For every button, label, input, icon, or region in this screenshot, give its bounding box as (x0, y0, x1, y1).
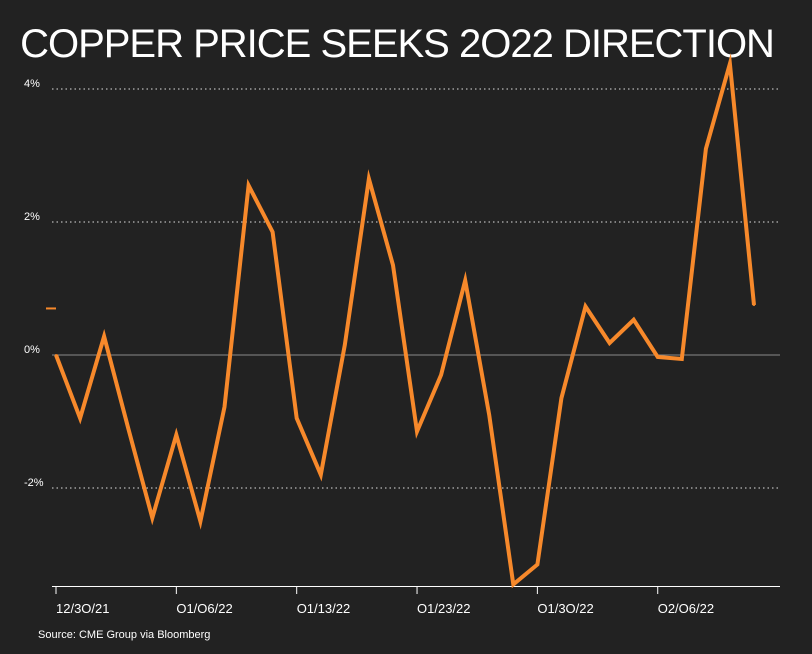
data-point (103, 335, 106, 338)
data-point (704, 147, 707, 150)
y-axis: 4% 2% 0% -2% (24, 78, 44, 489)
data-point (512, 583, 515, 586)
data-point (632, 318, 635, 321)
y-tick-label: -2% (24, 477, 44, 489)
data-point (680, 357, 683, 360)
x-tick-label: O1/13/22 (297, 601, 351, 616)
x-tick-labels: 12/3O/21 O1/O6/22 O1/13/22 O1/23/22 O1/3O/22… (56, 601, 714, 616)
source-note: Source: CME Group via Bloomberg (38, 629, 211, 641)
y-tick-label: 2% (24, 211, 40, 223)
data-point (151, 516, 154, 519)
x-tick-label: O2/O6/22 (658, 601, 714, 616)
y-tick-label: 0% (24, 344, 40, 356)
data-point (536, 563, 539, 566)
data-point (319, 473, 322, 476)
chart-title: COPPER PRICE SEEKS 2O22 DIRECTION (20, 22, 775, 66)
x-tick-label: O1/3O/22 (537, 601, 593, 616)
data-point (55, 354, 57, 356)
data-point (271, 230, 274, 233)
data-point (247, 184, 250, 187)
data-point (728, 62, 731, 65)
data-point (367, 177, 370, 180)
data-point (127, 427, 130, 430)
x-tick-label: 12/3O/21 (56, 601, 110, 616)
data-point (416, 430, 419, 433)
data-point (753, 304, 755, 307)
x-tick-label: O1/O6/22 (176, 601, 232, 616)
data-point (79, 417, 82, 420)
y-tick-label: 4% (24, 78, 40, 90)
data-point (440, 373, 443, 376)
data-point (343, 344, 346, 347)
x-tick-label: O1/23/22 (417, 601, 471, 616)
data-point (488, 413, 491, 416)
series-line (54, 52, 756, 589)
data-point (560, 397, 563, 400)
data-point (391, 264, 394, 267)
x-axis (52, 586, 780, 594)
data-point (464, 279, 467, 282)
data-point (584, 305, 587, 308)
data-point (199, 520, 202, 523)
data-point (223, 405, 226, 408)
series-layer (46, 52, 756, 589)
data-point (175, 433, 178, 436)
data-point (608, 342, 611, 345)
data-point (656, 355, 659, 358)
data-point (295, 417, 298, 420)
